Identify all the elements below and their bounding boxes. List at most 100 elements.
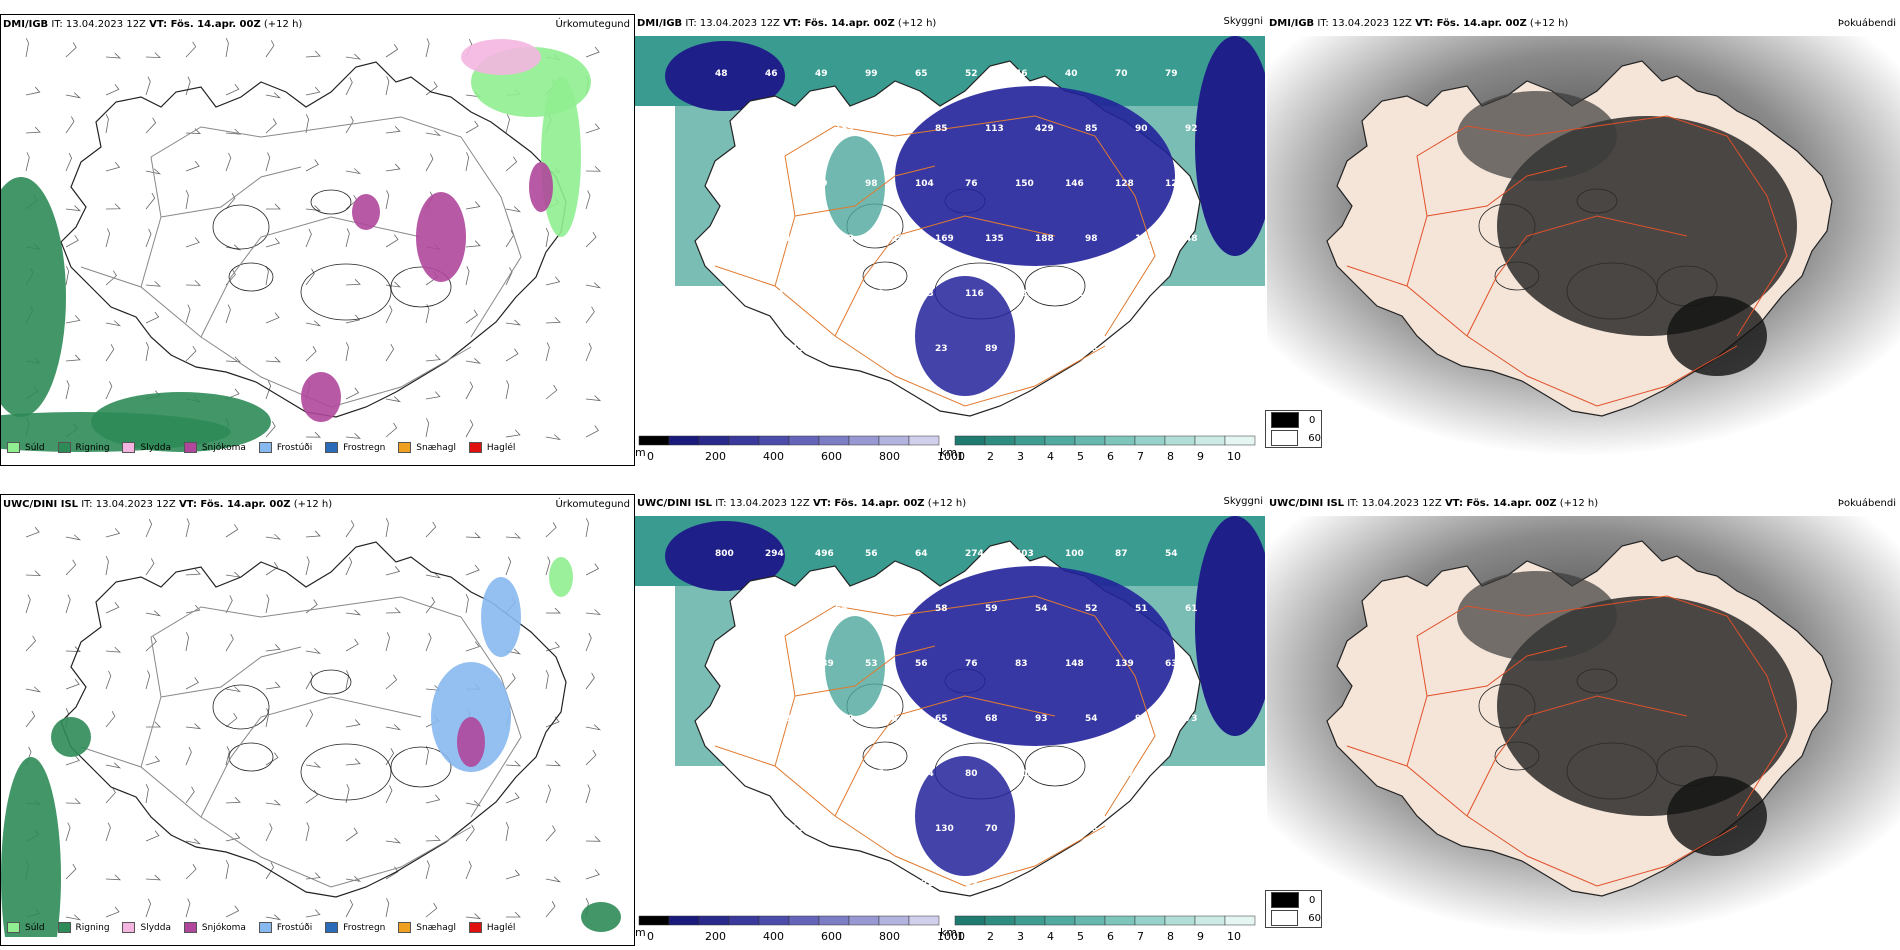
ceiling-value-label: 87 [715, 659, 728, 669]
wind-barb [345, 719, 361, 728]
wind-barb [25, 38, 29, 58]
wind-barb [145, 636, 157, 652]
ceiling-value-label: 99 [865, 69, 878, 79]
wind-barb [545, 641, 561, 652]
wind-barb [185, 304, 191, 324]
wind-barb [145, 519, 153, 538]
wind-barb [545, 784, 551, 804]
ceiling-value-label: 125 [765, 879, 784, 889]
wind-barb [225, 860, 229, 880]
wind-barb [385, 674, 398, 690]
ceiling-value-label: 90 [1135, 124, 1148, 134]
wind-barb [225, 797, 241, 804]
wind-barb [505, 556, 512, 576]
legend-swatch [468, 922, 482, 933]
wind-barb [545, 901, 556, 918]
legend-item: Slydda [122, 442, 171, 453]
wind-barb [185, 76, 191, 96]
ceiling-colorbar-segment [638, 435, 670, 446]
wind-barb [465, 381, 474, 400]
visibility-colorbar-segment [1134, 915, 1166, 926]
visibility-colorbar-segment [1104, 915, 1136, 926]
visibility-colorbar-segment [1134, 435, 1166, 446]
legend-swatch [57, 922, 71, 933]
legend-swatch [183, 922, 197, 933]
wind-barb [105, 670, 112, 690]
ceiling-value-label: 123 [1135, 234, 1154, 244]
precip-area [51, 717, 91, 757]
ceiling-value-label: 169 [935, 234, 954, 244]
ceiling-value-label: 800 [715, 549, 734, 559]
ceiling-tick-label: 600 [821, 450, 842, 463]
wind-barb [505, 156, 518, 172]
precip-legend: Súld Rigning Slydda Snjókoma Frostúði Fr… [7, 922, 525, 936]
ceiling-value-label: 58 [935, 604, 948, 614]
wind-barb [25, 570, 42, 577]
visibility-colorbar-segment [1074, 435, 1106, 446]
ceiling-value-label: 294 [765, 549, 784, 559]
wind-barb [385, 44, 399, 58]
ceiling-value-label: 51 [1135, 604, 1148, 614]
wind-barb [385, 566, 401, 576]
wind-barb [265, 562, 279, 576]
product-title: Úrkomutegund [555, 19, 630, 30]
wind-barb [185, 604, 201, 614]
wind-barb [345, 433, 362, 439]
ceiling-tick-label: 1000 [937, 930, 965, 943]
ceiling-value-label: 189 [1115, 879, 1134, 889]
wind-barb [265, 421, 276, 438]
ceiling-tick-label: 600 [821, 930, 842, 943]
wind-barb [65, 205, 82, 212]
ceiling-colorbar-segment [878, 435, 910, 446]
wind-barb [225, 356, 242, 363]
wind-barb [585, 749, 597, 766]
wind-barb [385, 234, 399, 248]
ceiling-value-label: 55 [835, 604, 848, 614]
road [80, 746, 472, 888]
wind-barb [225, 633, 234, 652]
wind-barb [265, 862, 275, 880]
ceiling-value-label: 98 [1085, 344, 1098, 354]
wind-barb [265, 799, 282, 806]
wind-barb [345, 827, 358, 842]
wind-barb [545, 716, 560, 728]
ceiling-value-label: 107 [865, 769, 884, 779]
ceiling-value-label: 54 [1085, 714, 1098, 724]
glacier-outline [1024, 745, 1086, 787]
ceiling-value-label: 135 [985, 234, 1004, 244]
wind-barb [65, 678, 80, 690]
wind-barb [585, 425, 600, 438]
precip-area [481, 577, 521, 657]
wind-barb [145, 830, 160, 842]
ceiling-value-label: 85 [1085, 124, 1098, 134]
wind-barb [65, 234, 79, 248]
ceiling-tick-label: 1000 [937, 450, 965, 463]
road [160, 166, 302, 218]
ceiling-value-label: 89 [815, 179, 828, 189]
ceiling-colorbar-segment [668, 435, 700, 446]
ceiling-value-label: 65 [715, 769, 728, 779]
wind-barb [425, 153, 434, 172]
ceiling-value-label: 177 [1115, 769, 1134, 779]
legend-item: Snjókoma [183, 922, 246, 933]
fog-field [1667, 296, 1767, 376]
wind-barb [585, 165, 601, 172]
wind-barb [505, 911, 521, 918]
ceiling-value-label: 49 [815, 69, 828, 79]
ceiling-value-label: 98 [865, 179, 878, 189]
ceiling-value-label: 83 [1015, 659, 1028, 669]
wind-barb [425, 354, 441, 362]
wind-barb [185, 41, 197, 58]
wind-barb [265, 40, 275, 58]
wind-barbs [25, 518, 602, 921]
ceiling-tick-label: 400 [763, 450, 784, 463]
wind-barb [585, 231, 597, 248]
legend-item: Frostúði [258, 442, 312, 453]
wind-barb [105, 270, 117, 286]
ceiling-value-label: 274 [965, 549, 984, 559]
wind-barb [425, 902, 438, 918]
wind-barb [225, 905, 240, 918]
ceiling-value-label: 139 [835, 714, 854, 724]
ceiling-value-label: 162 [765, 399, 784, 409]
wind-barb [185, 864, 197, 880]
